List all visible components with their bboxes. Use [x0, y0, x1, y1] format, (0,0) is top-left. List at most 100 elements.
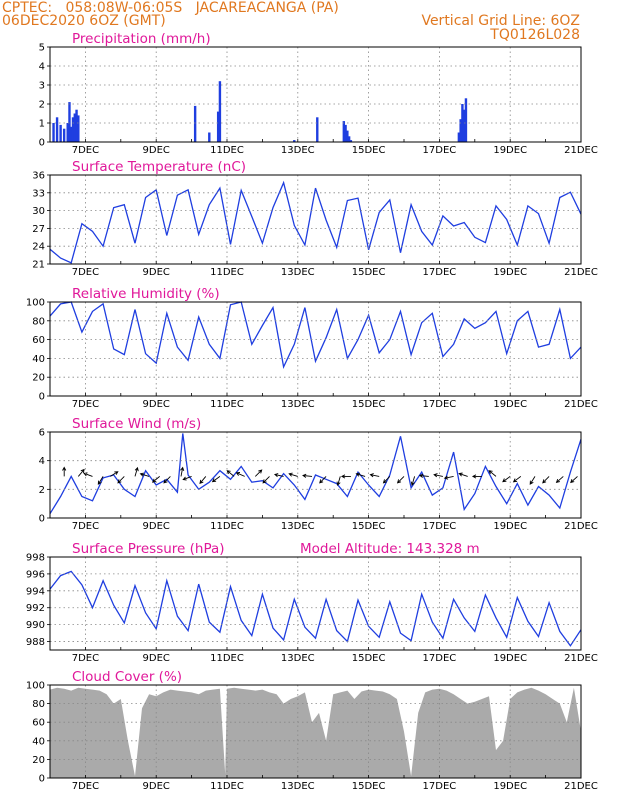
- wind-vector: [77, 468, 85, 477]
- y-tick-label: 40: [32, 354, 45, 365]
- panel-title: Cloud Cover (%): [72, 669, 182, 685]
- y-tick-label: 2: [39, 100, 45, 111]
- panel-pressure: 988 990 992 994 996 998 7DEC 9DEC 11DEC 13DEC 15DE…: [26, 541, 598, 664]
- x-tick-label: 21DEC: [564, 653, 598, 664]
- x-tick-label: 11DEC: [210, 267, 244, 278]
- x-tick-label: 19DEC: [493, 399, 527, 410]
- wind-vector: [319, 476, 327, 484]
- panel-humidity: 0 20 40 60 80 100 7DEC 9DEC 11DEC 13DEC 15DEC 17DEC…: [26, 286, 598, 410]
- wind-vector: [182, 475, 192, 481]
- wind-vector: [288, 472, 298, 477]
- wind-vector: [262, 476, 270, 484]
- wind-vector: [163, 476, 171, 484]
- panel-cloud-cover: 0 20 40 60 80 100 7DEC 9DEC 11DEC 13DEC 15DEC 17DEC…: [26, 669, 598, 792]
- y-tick-label: 60: [32, 718, 45, 729]
- precip-bar: [71, 117, 75, 142]
- x-tick-label: 17DEC: [423, 399, 457, 410]
- y-tick-label: 20: [32, 373, 45, 384]
- wind-vector: [254, 469, 263, 477]
- wind-vector: [226, 470, 235, 477]
- header-date: 06DEC2020 6OZ (GMT): [2, 13, 166, 29]
- y-tick-label: 994: [26, 586, 45, 597]
- precip-bar: [66, 123, 69, 142]
- wind-vector: [443, 475, 454, 480]
- precip-bar: [59, 124, 62, 142]
- precip-bar: [208, 132, 211, 142]
- temperature-line: [49, 180, 582, 264]
- wind-vector: [134, 466, 139, 477]
- pressure-line: [49, 570, 582, 647]
- precip-bar: [457, 132, 461, 142]
- x-tick-label: 21DEC: [564, 521, 598, 532]
- x-tick-label: 19DEC: [493, 521, 527, 532]
- x-tick-label: 11DEC: [210, 781, 244, 792]
- x-tick-label: 21DEC: [564, 267, 598, 278]
- y-tick-label: 80: [32, 316, 45, 327]
- y-tick-label: 992: [26, 603, 45, 614]
- x-tick-label: 15DEC: [352, 653, 386, 664]
- panel-subtitle: Model Altitude: 143.328 m: [300, 541, 480, 557]
- y-tick-label: 0: [39, 774, 45, 785]
- x-tick-label: 17DEC: [423, 521, 457, 532]
- x-tick-label: 9DEC: [143, 399, 170, 410]
- humidity-line: [49, 301, 582, 370]
- y-tick-label: 6: [39, 428, 45, 439]
- y-tick-label: 4: [39, 456, 45, 467]
- wind-vector: [410, 476, 416, 487]
- x-tick-label: 13DEC: [281, 399, 315, 410]
- y-tick-label: 0: [39, 138, 45, 149]
- wind-vector: [458, 472, 468, 477]
- x-tick-label: 17DEC: [423, 781, 457, 792]
- y-tick-label: 4: [39, 62, 45, 73]
- x-tick-label: 13DEC: [281, 781, 315, 792]
- wind-vector: [355, 472, 366, 477]
- y-tick-label: 0: [39, 514, 45, 525]
- precip-bar: [75, 109, 78, 142]
- x-tick-label: 11DEC: [210, 521, 244, 532]
- wind-vector: [369, 473, 380, 478]
- y-tick-label: 998: [26, 553, 45, 564]
- panel-temperature: 21 24 27 30 33 36 7DEC 9DEC 11DEC 13DEC 15DEC 17DEC…: [32, 159, 598, 278]
- precip-bar: [293, 140, 296, 142]
- precip-bar: [461, 104, 464, 142]
- panel-frame: [49, 556, 582, 651]
- x-tick-label: 15DEC: [352, 521, 386, 532]
- panel-wind: 0 2 4 6 7DEC 9DEC 11DEC 13DEC 15DEC 17DEC 19DEC 21D…: [39, 416, 598, 532]
- precip-bar: [73, 113, 76, 142]
- x-tick-label: 21DEC: [564, 399, 598, 410]
- y-tick-label: 60: [32, 335, 45, 346]
- precip-bar: [459, 119, 462, 142]
- wind-vector: [418, 473, 429, 478]
- x-tick-label: 15DEC: [352, 781, 386, 792]
- wind-vector: [542, 476, 550, 484]
- x-tick-label: 15DEC: [352, 145, 386, 156]
- precip-bar: [55, 117, 59, 142]
- precip-bar: [218, 81, 222, 142]
- wind-vector: [433, 473, 443, 478]
- precip-bar: [344, 124, 347, 142]
- wind-vector: [62, 466, 67, 477]
- y-tick-label: 36: [32, 171, 45, 182]
- x-tick-label: 13DEC: [281, 145, 315, 156]
- wind-vector: [471, 474, 482, 479]
- panel-frame: [49, 684, 582, 779]
- x-tick-label: 9DEC: [143, 781, 170, 792]
- x-tick-label: 15DEC: [352, 399, 386, 410]
- x-tick-label: 13DEC: [281, 653, 315, 664]
- y-tick-label: 21: [32, 260, 45, 271]
- x-tick-label: 13DEC: [281, 267, 315, 278]
- y-tick-label: 20: [32, 755, 45, 766]
- precip-bar: [316, 117, 319, 142]
- x-tick-label: 13DEC: [281, 521, 315, 532]
- x-tick-label: 7DEC: [72, 521, 99, 532]
- x-tick-label: 19DEC: [493, 145, 527, 156]
- panel-frame: [49, 46, 582, 143]
- wind-vector: [235, 472, 245, 477]
- wind-vector: [139, 472, 150, 477]
- precip-bar: [346, 130, 349, 142]
- wind-vector: [211, 476, 221, 483]
- precip-bar: [52, 123, 55, 142]
- x-tick-label: 19DEC: [493, 781, 527, 792]
- precip-bar: [77, 115, 80, 142]
